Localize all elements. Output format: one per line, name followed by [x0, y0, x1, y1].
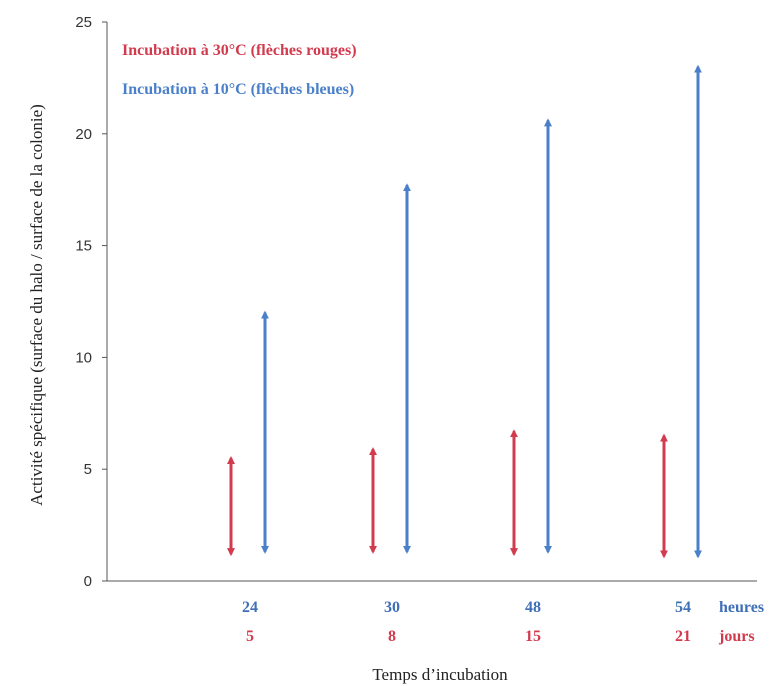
x-axis-title: Temps d’incubation — [372, 665, 508, 684]
days-label: 21 — [675, 628, 691, 645]
y-tick-label: 25 — [75, 14, 92, 31]
legend: Incubation à 30°C (flèches rouges) Incub… — [122, 42, 357, 98]
legend-item-30c: Incubation à 30°C (flèches rouges) — [122, 42, 357, 59]
days-label: 8 — [388, 628, 396, 645]
hours-label: 48 — [525, 599, 541, 616]
hours-label: 54 — [675, 599, 691, 616]
legend-item-10c: Incubation à 10°C (flèches bleues) — [122, 81, 354, 98]
y-tick-label: 0 — [84, 573, 92, 590]
y-axis-title: Activité spécifique (surface du halo / s… — [27, 104, 46, 506]
unit-hours-label: heures — [719, 599, 764, 616]
y-tick-label: 15 — [75, 238, 92, 255]
hours-label: 30 — [384, 599, 400, 616]
days-label: 15 — [525, 628, 541, 645]
days-label: 5 — [246, 628, 254, 645]
y-tick-label: 5 — [84, 461, 92, 478]
unit-days-label: jours — [718, 628, 755, 645]
range-arrows — [227, 64, 702, 559]
category-labels: 24 30 48 54 5 8 15 21 — [242, 599, 691, 645]
y-ticks: 0 5 10 15 20 25 — [75, 14, 107, 590]
y-tick-label: 10 — [75, 349, 92, 366]
y-tick-label: 20 — [75, 126, 92, 143]
hours-label: 24 — [242, 599, 258, 616]
